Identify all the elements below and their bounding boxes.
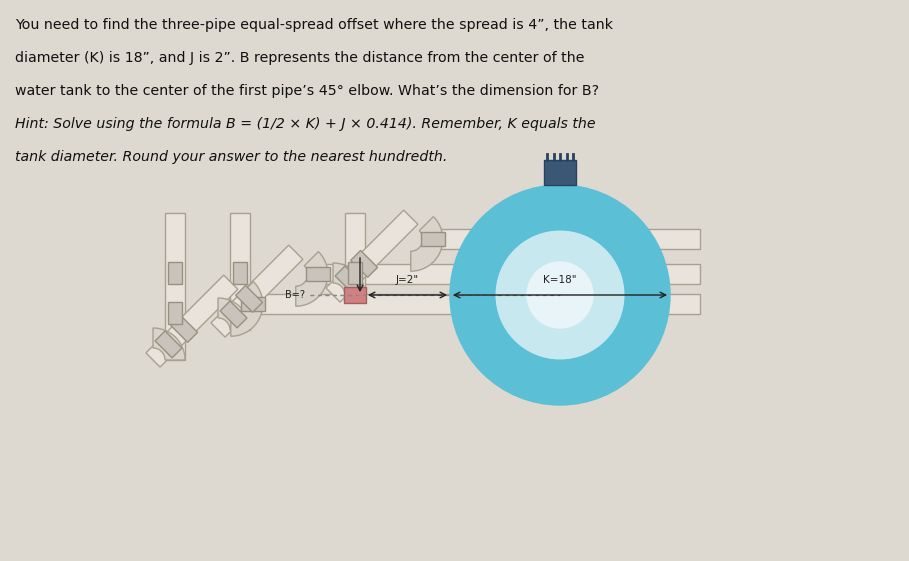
Circle shape <box>527 262 593 328</box>
Text: tank diameter. Round your answer to the nearest hundredth.: tank diameter. Round your answer to the … <box>15 150 447 164</box>
Bar <box>235 286 263 312</box>
Text: B=?: B=? <box>285 290 305 300</box>
Polygon shape <box>153 328 185 360</box>
Polygon shape <box>318 264 700 284</box>
Polygon shape <box>218 298 250 330</box>
Polygon shape <box>295 251 328 306</box>
Bar <box>544 160 576 185</box>
Text: K=18": K=18" <box>544 275 576 285</box>
Bar <box>348 262 362 284</box>
Polygon shape <box>230 213 250 330</box>
Bar <box>335 266 362 293</box>
Bar <box>344 287 366 303</box>
Text: diameter (K) is 18”, and J is 2”. B represents the distance from the center of t: diameter (K) is 18”, and J is 2”. B repr… <box>15 51 584 65</box>
Polygon shape <box>345 213 365 295</box>
Bar <box>155 331 182 358</box>
Bar <box>351 250 377 277</box>
Bar <box>168 302 182 324</box>
Circle shape <box>496 231 624 359</box>
Text: You need to find the three-pipe equal-spread offset where the spread is 4”, the : You need to find the three-pipe equal-sp… <box>15 18 613 32</box>
Bar <box>171 315 197 342</box>
Polygon shape <box>411 217 443 271</box>
Text: J=2": J=2" <box>396 275 419 285</box>
Polygon shape <box>253 294 700 314</box>
Bar <box>241 297 265 311</box>
Circle shape <box>450 185 670 405</box>
Bar <box>168 262 182 284</box>
Text: Hint: Solve using the formula B = (1/2 × K) + J × 0.414). Remember, K equals the: Hint: Solve using the formula B = (1/2 ×… <box>15 117 595 131</box>
Bar <box>220 301 247 328</box>
Text: water tank to the center of the first pipe’s 45° elbow. What’s the dimension for: water tank to the center of the first pi… <box>15 84 599 98</box>
Polygon shape <box>231 282 263 336</box>
Polygon shape <box>165 213 185 360</box>
Polygon shape <box>326 210 418 302</box>
Polygon shape <box>146 275 238 367</box>
Bar <box>305 267 330 281</box>
Bar <box>421 232 445 246</box>
Polygon shape <box>211 245 303 337</box>
Polygon shape <box>333 263 365 295</box>
Polygon shape <box>433 229 700 249</box>
Bar <box>233 262 247 284</box>
